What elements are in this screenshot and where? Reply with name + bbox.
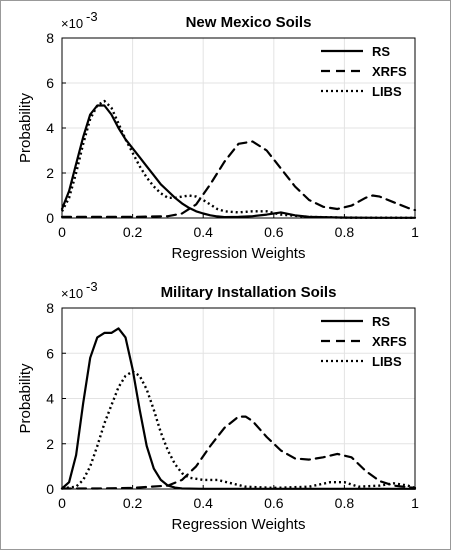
x-tick-label: 0.4 <box>193 495 213 511</box>
y-tick-label: 0 <box>46 481 54 497</box>
legend-label-libs: LIBS <box>372 354 402 369</box>
series-line-libs <box>60 99 416 219</box>
x-axis-label: Regression Weights <box>172 245 306 262</box>
legend-label-rs: RS <box>372 44 390 59</box>
y-tick-label: 2 <box>46 165 54 181</box>
chart-panel: 0 0.2 0.4 0.6 0.8 1 0 2 4 6 8 ×10 -3 Military Install… <box>17 279 419 533</box>
y-tick-label: 0 <box>46 210 54 226</box>
legend-label-xrfs: XRFS <box>372 334 407 349</box>
legend-label-rs: RS <box>372 314 390 329</box>
x-axis-label: Regression Weights <box>172 516 306 533</box>
y-tick-label: 4 <box>46 120 54 136</box>
series-line-xrfs <box>60 415 417 490</box>
chart-title: New Mexico Soils <box>186 14 312 31</box>
x-tick-label: 0 <box>58 495 66 511</box>
legend-label-xrfs: XRFS <box>372 64 407 79</box>
y-tick-label: 2 <box>46 436 54 452</box>
x-tick-label: 0 <box>58 224 66 240</box>
y-tick-label: 4 <box>46 391 54 407</box>
chart-title: Military Installation Soils <box>161 284 337 301</box>
x-tick-label: 0.8 <box>335 224 355 240</box>
y-exponent: ×10 -3 <box>61 9 98 31</box>
series-line-libs <box>61 370 416 490</box>
x-tick-label: 0.4 <box>193 224 213 240</box>
y-exponent-power: -3 <box>86 9 98 24</box>
y-tick-label: 8 <box>46 300 54 316</box>
legend-label-libs: LIBS <box>372 84 402 99</box>
y-tick-label: 6 <box>46 75 54 91</box>
y-exponent-base: ×10 <box>61 16 83 31</box>
y-exponent-power: -3 <box>86 279 98 294</box>
y-tick-label: 6 <box>46 345 54 361</box>
series-line-xrfs <box>60 140 417 218</box>
y-exponent: ×10 -3 <box>61 279 98 301</box>
legend: RS XRFS LIBS <box>321 314 407 369</box>
y-axis-label: Probability <box>17 363 34 434</box>
y-exponent-base: ×10 <box>61 286 83 301</box>
x-tick-label: 1 <box>411 495 419 511</box>
legend: RS XRFS LIBS <box>321 44 407 99</box>
x-tick-label: 1 <box>411 224 419 240</box>
series-line-rs <box>60 327 417 490</box>
x-tick-label: 0.6 <box>264 224 284 240</box>
y-tick-label: 8 <box>46 30 54 46</box>
chart-panel: 0 0.2 0.4 0.6 0.8 1 0 2 4 6 8 ×10 -3 New Mexico Soils… <box>17 9 419 262</box>
x-tick-label: 0.2 <box>123 495 143 511</box>
x-tick-label: 0.8 <box>335 495 355 511</box>
x-tick-label: 0.2 <box>123 224 143 240</box>
x-tick-label: 0.6 <box>264 495 284 511</box>
y-axis-label: Probability <box>17 92 34 163</box>
